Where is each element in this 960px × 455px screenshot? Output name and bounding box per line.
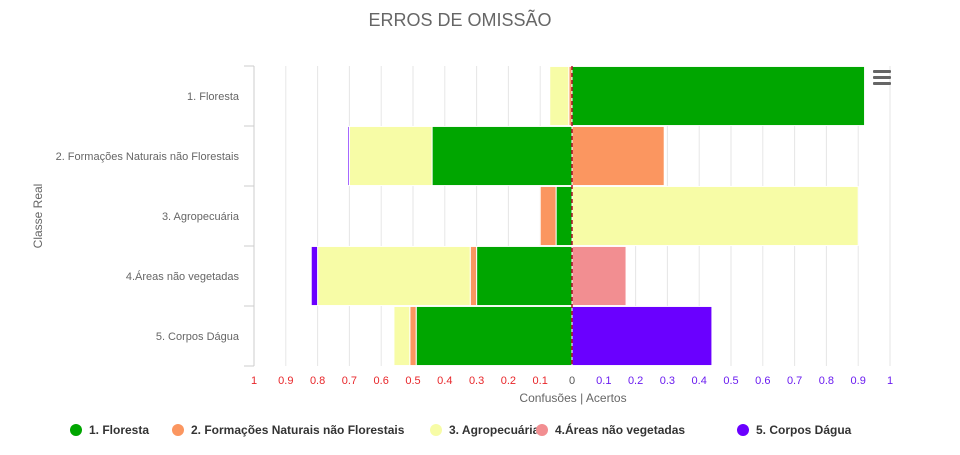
x-tick-labels: 1 0.9 0.8 0.7 0.6 0.5 0.4 0.3 0.2 0.1 0 0.1 0.2 0.3 0.…	[251, 375, 893, 387]
x-tick-label: 0.4	[692, 375, 707, 387]
legend-label: 5. Corpos Dágua	[756, 423, 852, 437]
category-label: 3. Agropecuária	[162, 211, 240, 223]
bar-segment[interactable]	[393, 305, 411, 367]
category-label: 4.Áreas não vegetadas	[126, 270, 240, 283]
x-tick-label: 0.3	[469, 375, 484, 387]
x-tick-label: 0.4	[437, 375, 452, 387]
bar-segment[interactable]	[347, 125, 350, 187]
x-tick-label: 0.6	[374, 375, 389, 387]
bar-segment[interactable]	[571, 305, 713, 367]
x-tick-label: 0.1	[533, 375, 548, 387]
legend-dot-icon	[70, 424, 82, 436]
x-tick-label: 0.5	[405, 375, 420, 387]
bar-segment[interactable]	[549, 65, 570, 127]
menu-icon-line	[873, 76, 891, 79]
legend-label: 1. Floresta	[89, 423, 150, 437]
legend-dot-icon	[172, 424, 184, 436]
bar-segment[interactable]	[571, 185, 859, 247]
bar-segment[interactable]	[310, 245, 319, 307]
legend: 1. Floresta 2. Formações Naturais não Flo…	[0, 418, 960, 442]
menu-icon-line	[873, 70, 891, 73]
legend-dot-icon	[536, 424, 548, 436]
legend-label: 2. Formações Naturais não Florestais	[191, 423, 405, 437]
bar-segment[interactable]	[348, 125, 433, 187]
bar-segment[interactable]	[317, 245, 471, 307]
chart-title: ERROS DE OMISSÃO	[368, 9, 551, 30]
bar-segment[interactable]	[415, 305, 573, 367]
bar-segment[interactable]	[571, 245, 627, 307]
category-label: 1. Floresta	[187, 91, 240, 103]
bar-segment[interactable]	[539, 185, 557, 247]
bar-segment[interactable]	[555, 185, 573, 247]
x-tick-label: 0	[569, 375, 575, 387]
legend-item[interactable]: 1. Floresta	[70, 418, 149, 442]
x-tick-label: 0.7	[787, 375, 802, 387]
legend-label: 4.Áreas não vegetadas	[555, 423, 686, 437]
y-axis-title: Classe Real	[31, 184, 45, 249]
x-tick-label: 0.5	[723, 375, 738, 387]
legend-dot-icon	[430, 424, 442, 436]
x-tick-label: 0.1	[596, 375, 611, 387]
legend-item[interactable]: 2. Formações Naturais não Florestais	[172, 418, 404, 442]
x-tick-label: 0.6	[755, 375, 770, 387]
bars	[310, 65, 866, 367]
x-tick-label: 1	[887, 375, 893, 387]
legend-label: 3. Agropecuária	[449, 423, 540, 437]
x-tick-label: 0.9	[278, 375, 293, 387]
bar-segment[interactable]	[469, 245, 478, 307]
bar-segment[interactable]	[431, 125, 573, 187]
x-tick-label: 0.7	[342, 375, 357, 387]
x-tick-label: 0.2	[628, 375, 643, 387]
x-tick-label: 1	[251, 375, 257, 387]
category-labels: 1. Floresta 2. Formações Naturais não Flo…	[56, 91, 240, 343]
x-axis-title: Confusões | Acertos	[519, 391, 626, 405]
x-tick-label: 0.2	[501, 375, 516, 387]
legend-dot-icon	[737, 424, 749, 436]
x-tick-label: 0.8	[310, 375, 325, 387]
bar-segment[interactable]	[571, 125, 665, 187]
x-tick-label: 0.9	[851, 375, 866, 387]
x-tick-label: 0.3	[660, 375, 675, 387]
bar-segment[interactable]	[409, 305, 417, 367]
legend-item[interactable]: 3. Agropecuária	[430, 418, 539, 442]
menu-icon-line	[873, 82, 891, 85]
legend-item[interactable]: 5. Corpos Dágua	[737, 418, 851, 442]
category-label: 2. Formações Naturais não Florestais	[56, 151, 240, 163]
chart-menu-button[interactable]	[870, 68, 894, 90]
x-tick-label: 0.8	[819, 375, 834, 387]
legend-item[interactable]: 4.Áreas não vegetadas	[536, 418, 685, 442]
category-label: 5. Corpos Dágua	[156, 331, 240, 343]
bar-segment[interactable]	[571, 65, 866, 127]
bar-segment[interactable]	[476, 245, 573, 307]
